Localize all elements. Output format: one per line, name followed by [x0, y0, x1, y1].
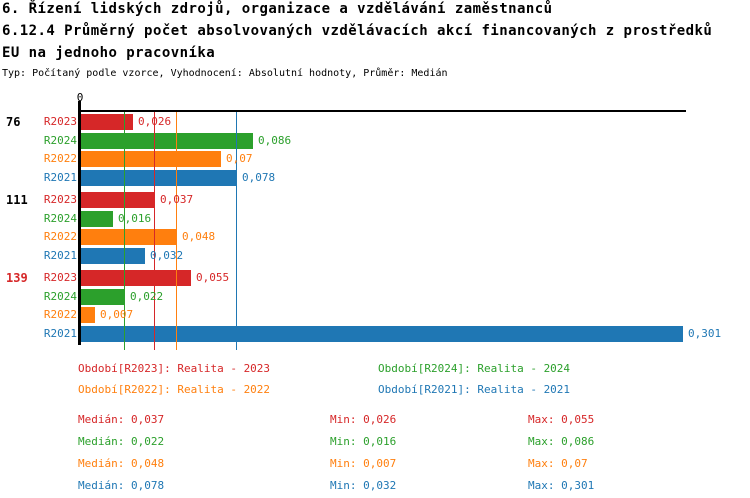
bar-value-label: 0,026: [138, 115, 172, 128]
axis-zero-line: [78, 101, 81, 345]
bar-series-label: R2022: [43, 230, 77, 243]
bar: [81, 248, 145, 264]
stat-min: Min: 0,026: [330, 413, 397, 426]
bar: [81, 289, 125, 305]
bar-value-label: 0,032: [150, 249, 184, 262]
stat-median: Medián: 0,037: [78, 413, 165, 426]
axis-zero-tick-label: 0: [76, 91, 84, 104]
bar-series-label: R2022: [43, 308, 77, 321]
bar-series-label: R2024: [43, 212, 77, 225]
bar: [81, 151, 221, 167]
bar: [81, 307, 95, 323]
median-line-r2024: [124, 110, 125, 350]
bar-value-label: 0,055: [196, 271, 230, 284]
bar-value-label: 0,086: [258, 134, 292, 147]
bar: [81, 270, 191, 286]
bar-series-label: R2021: [43, 249, 77, 262]
bar-series-label: R2021: [43, 327, 77, 340]
stat-min: Min: 0,032: [330, 479, 397, 492]
bar: [81, 229, 177, 245]
axis-top-line: [78, 110, 686, 112]
bar-value-label: 0,016: [118, 212, 152, 225]
stat-max: Max: 0,055: [528, 413, 595, 426]
chart-subtitle: Typ: Počítaný podle vzorce, Vyhodnocení:…: [2, 68, 448, 79]
bar-series-label: R2024: [43, 134, 77, 147]
bar: [81, 326, 683, 342]
chart-title-line-3: EU na jednoho pracovníka: [2, 45, 216, 61]
bar: [81, 133, 253, 149]
stat-max: Max: 0,301: [528, 479, 595, 492]
chart-title-line-1: 6. Řízení lidských zdrojů, organizace a …: [2, 1, 553, 17]
group-label: 139: [6, 271, 28, 285]
legend-item: Období[R2021]: Realita - 2021: [378, 383, 571, 396]
median-line-r2022: [176, 110, 177, 350]
stat-min: Min: 0,016: [330, 435, 397, 448]
median-line-r2023: [154, 110, 155, 350]
bar: [81, 114, 133, 130]
bar-value-label: 0,078: [242, 171, 276, 184]
bar: [81, 211, 113, 227]
legend-item: Období[R2022]: Realita - 2022: [78, 383, 271, 396]
stat-min: Min: 0,007: [330, 457, 397, 470]
stat-median: Medián: 0,048: [78, 457, 165, 470]
bar-series-label: R2022: [43, 152, 77, 165]
bar-series-label: R2023: [43, 193, 77, 206]
median-line-r2021: [236, 110, 237, 350]
stat-median: Medián: 0,078: [78, 479, 165, 492]
stat-max: Max: 0,086: [528, 435, 595, 448]
legend-item: Období[R2024]: Realita - 2024: [378, 362, 571, 375]
bar-value-label: 0,048: [182, 230, 216, 243]
bar-value-label: 0,022: [130, 290, 164, 303]
group-label: 111: [6, 193, 28, 207]
bar: [81, 192, 155, 208]
legend-item: Období[R2023]: Realita - 2023: [78, 362, 271, 375]
bar-series-label: R2021: [43, 171, 77, 184]
stat-median: Medián: 0,022: [78, 435, 165, 448]
bar-series-label: R2023: [43, 115, 77, 128]
bar-value-label: 0,07: [226, 152, 253, 165]
stat-max: Max: 0,07: [528, 457, 588, 470]
bar-value-label: 0,037: [160, 193, 194, 206]
bar-value-label: 0,301: [688, 327, 722, 340]
group-label: 76: [6, 115, 21, 129]
bar: [81, 170, 237, 186]
bar-value-label: 0,007: [100, 308, 134, 321]
bar-series-label: R2023: [43, 271, 77, 284]
bar-series-label: R2024: [43, 290, 77, 303]
chart-title-line-2: 6.12.4 Průměrný počet absolvovaných vzdě…: [2, 23, 713, 39]
